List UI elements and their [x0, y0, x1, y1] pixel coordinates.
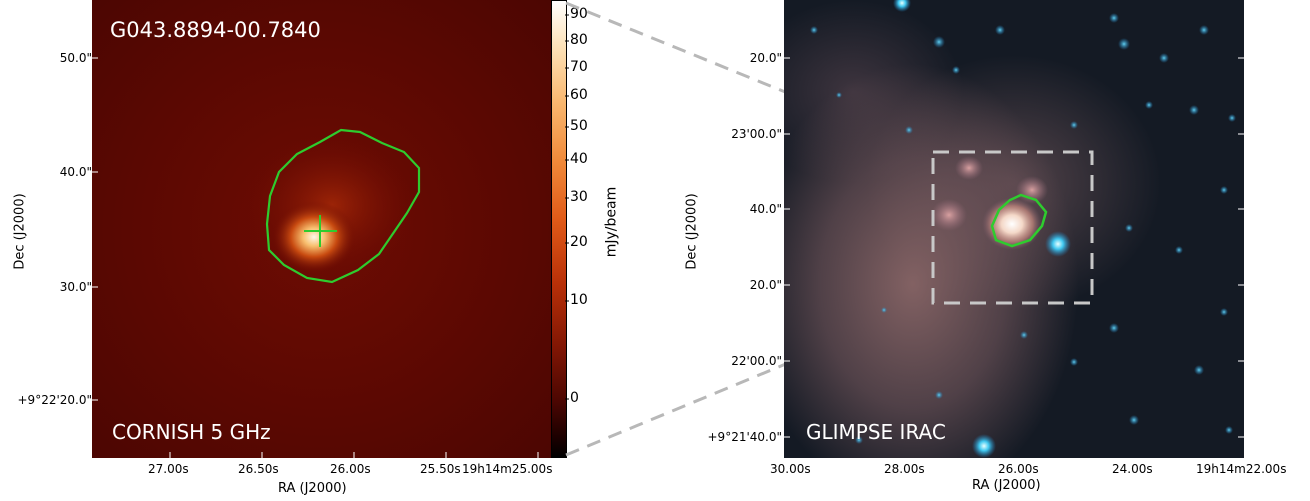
colorbar: [551, 0, 567, 458]
cornish-ytick: 40.0": [59, 165, 92, 179]
glimpse-xtick: 19h14m22.00s: [1196, 462, 1287, 476]
green-contour: [265, 128, 421, 284]
cornish-image-panel: G043.8894-00.7840 CORNISH 5 GHz: [92, 0, 552, 458]
glimpse-ytick: 22'00.0": [731, 354, 782, 368]
glimpse-ytick: +9°21'40.0": [707, 430, 783, 444]
star-field: [810, 13, 1236, 444]
colorbar-tick-label: 90: [570, 6, 588, 22]
glimpse-xtick: 26.00s: [998, 462, 1039, 476]
colorbar-tick-label: 60: [570, 87, 588, 103]
glimpse-xtick: 28.00s: [884, 462, 925, 476]
bright-star: [1045, 231, 1071, 257]
cornish-x-axis-title: RA (J2000): [278, 481, 347, 496]
cornish-image: [247, 128, 421, 284]
cornish-survey-label: CORNISH 5 GHz: [112, 420, 271, 444]
cornish-xtick: 26.00s: [330, 462, 371, 476]
cornish-xtick: 26.50s: [238, 462, 279, 476]
colorbar-tick-label: 70: [570, 59, 588, 75]
glimpse-axes-frame: [784, 57, 1244, 438]
ir-knot: [955, 156, 983, 180]
colorbar-tick-label: 50: [570, 118, 588, 134]
cornish-axes-frame: [92, 57, 539, 458]
colorbar-tick-label: 10: [570, 292, 588, 308]
cornish-ytick: 50.0": [59, 51, 92, 65]
cornish-xtick: 25.50s: [420, 462, 461, 476]
cornish-ytick: 30.0": [59, 280, 92, 294]
ir-knot: [931, 199, 967, 231]
bright-star: [972, 434, 996, 458]
cornish-ytick: +9°22'20.0": [17, 393, 93, 407]
glimpse-image-panel: GLIMPSE IRAC: [784, 0, 1244, 458]
glimpse-xtick: 30.00s: [770, 462, 811, 476]
colorbar-tick-label: 30: [570, 189, 588, 205]
green-contour: [990, 193, 1048, 248]
glimpse-x-axis-title: RA (J2000): [972, 478, 1041, 493]
glimpse-ytick: 23'00.0": [731, 127, 782, 141]
colorbar-tick-label: 80: [570, 32, 588, 48]
cornish-xtick: 27.00s: [148, 462, 189, 476]
zoom-box: [931, 150, 1094, 305]
glimpse-image: [810, 0, 1236, 458]
glimpse-y-axis-title: Dec (J2000): [684, 193, 700, 270]
bright-star: [893, 0, 911, 12]
source-name-label: G043.8894-00.7840: [110, 18, 321, 42]
colorbar-tick-label: 40: [570, 151, 588, 167]
colorbar-tick-label: 20: [570, 234, 588, 250]
compact-source: [272, 201, 356, 273]
colorbar-ticks: [565, 14, 569, 400]
glimpse-ytick: 20.0": [749, 278, 782, 292]
ir-source: [982, 198, 1042, 250]
colorbar-tick-label: 0: [570, 390, 579, 406]
glimpse-survey-label: GLIMPSE IRAC: [806, 420, 946, 444]
glimpse-xtick: 24.00s: [1112, 462, 1153, 476]
glimpse-ytick: 40.0": [749, 202, 782, 216]
glimpse-ytick: 20.0": [749, 51, 782, 65]
cornish-xtick: 19h14m25.00s: [462, 462, 553, 476]
